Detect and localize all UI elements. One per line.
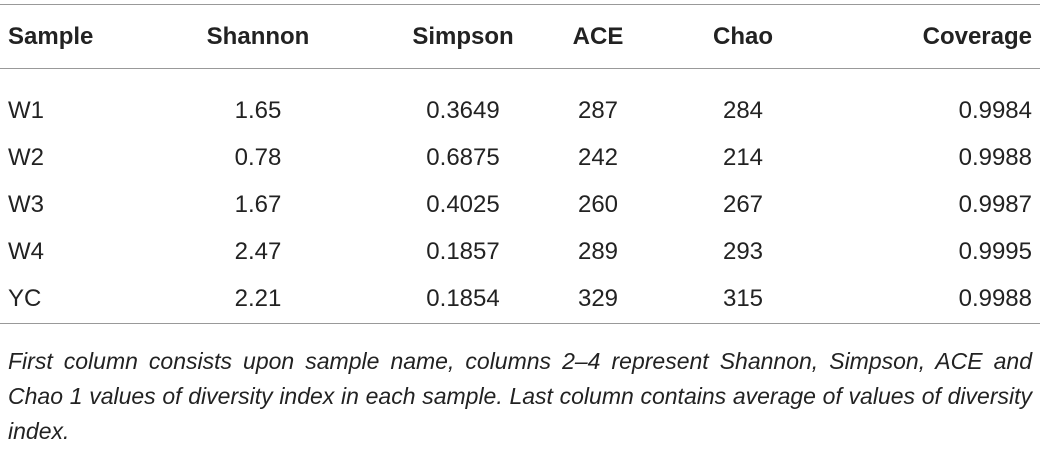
column-header: Coverage xyxy=(922,22,1032,50)
column-header: Shannon xyxy=(206,22,310,50)
table-cell: 2.21 xyxy=(234,285,282,313)
column-header: ACE xyxy=(572,22,624,50)
table-header: Sample Shannon Simpson ACE Chao Coverage xyxy=(0,4,1040,69)
table-cell: 0.1857 xyxy=(426,238,500,266)
table-cell: 242 xyxy=(577,143,619,171)
table-cell: W4 xyxy=(8,238,44,266)
column-header: Simpson xyxy=(412,22,514,50)
table-body: W1 1.65 0.3649 287 284 0.9984 W2 0.78 0.6875 242 2… xyxy=(0,69,1040,324)
header-row: Sample Shannon Simpson ACE Chao Coverage xyxy=(0,4,1040,69)
table-cell: 0.78 xyxy=(234,143,282,171)
table-cell: 287 xyxy=(577,96,619,124)
table-cell: 315 xyxy=(722,285,764,313)
table-cell: 329 xyxy=(577,285,619,313)
table-cell: W3 xyxy=(8,190,44,218)
table-cell: 214 xyxy=(722,143,764,171)
table-cell: 0.9995 xyxy=(958,238,1032,266)
table-cell: 289 xyxy=(577,238,619,266)
table-cell: 1.65 xyxy=(234,96,282,124)
table-row: W2 0.78 0.6875 242 214 0.9988 xyxy=(0,134,1040,181)
table-cell: 267 xyxy=(722,190,764,218)
table-cell: 293 xyxy=(722,238,764,266)
table-cell: 0.9987 xyxy=(958,190,1032,218)
table-cell: 0.6875 xyxy=(426,143,500,171)
table-row: W3 1.67 0.4025 260 267 0.9987 xyxy=(0,181,1040,228)
table-cell: 0.9988 xyxy=(958,143,1032,171)
table-cell: 284 xyxy=(722,96,764,124)
table-cell: YC xyxy=(8,285,42,313)
diversity-table: Sample Shannon Simpson ACE Chao Coverage W1 1.… xyxy=(0,4,1040,324)
table-cell: 0.9988 xyxy=(958,285,1032,313)
table-cell: 0.4025 xyxy=(426,190,500,218)
table-row: W4 2.47 0.1857 289 293 0.9995 xyxy=(0,229,1040,276)
table-cell: 0.3649 xyxy=(426,96,500,124)
table-cell: W1 xyxy=(8,96,44,124)
table-cell: 2.47 xyxy=(234,238,282,266)
column-header: Chao xyxy=(713,22,773,50)
table-cell: W2 xyxy=(8,143,44,171)
table-caption: First column consists upon sample name, … xyxy=(8,348,1032,444)
table-cell: 260 xyxy=(577,190,619,218)
table-cell: 0.9984 xyxy=(958,96,1032,124)
table-cell: 1.67 xyxy=(234,190,282,218)
column-header: Sample xyxy=(8,22,94,50)
table-row: W1 1.65 0.3649 287 284 0.9984 xyxy=(0,69,1040,135)
table-row: YC 2.21 0.1854 329 315 0.9988 xyxy=(0,276,1040,324)
table-cell: 0.1854 xyxy=(426,285,500,313)
